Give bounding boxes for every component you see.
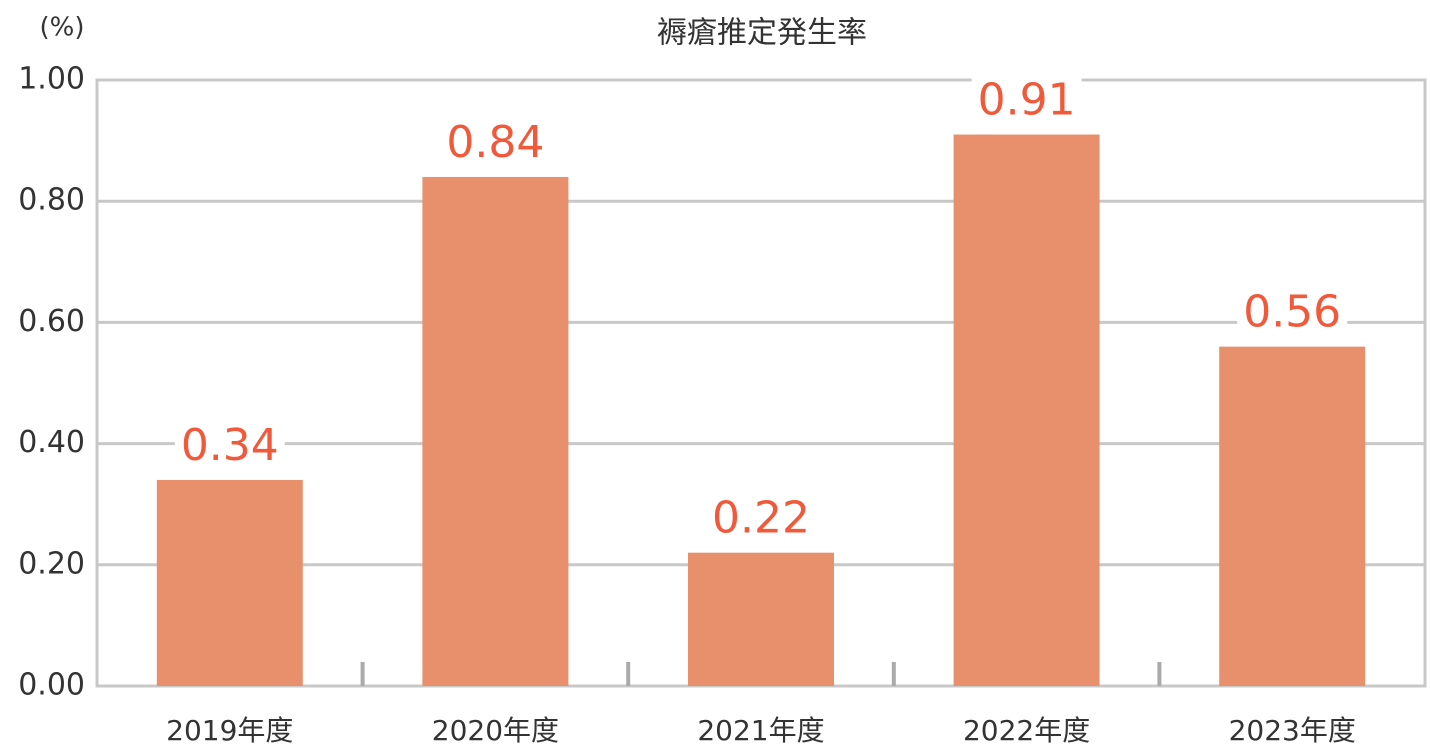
x-tick-label: 2019年度 [166,714,293,747]
y-axis-unit: (%) [40,13,85,43]
value-label-bg [440,118,551,169]
y-tick-label: 0.00 [18,668,85,703]
value-label-bg [1237,288,1348,339]
bar [156,479,303,686]
x-tick-label: 2021年度 [697,714,824,747]
bar [688,552,834,686]
x-tick-label: 2020年度 [432,714,559,747]
y-tick-label: 0.60 [18,304,85,339]
y-tick-label: 1.00 [18,62,85,97]
bar [422,176,569,686]
value-label: 0.84 [446,117,544,168]
value-label-bg [706,494,816,545]
x-tick-label: 2023年度 [1229,714,1356,747]
value-label: 0.91 [978,75,1076,126]
value-label: 0.34 [181,420,279,471]
value-label: 0.56 [1243,287,1341,338]
value-label-bg [971,76,1082,127]
value-label-bg [174,421,285,472]
chart-title: 褥瘡推定発生率 [657,16,867,51]
y-tick-label: 0.40 [18,425,85,460]
bar [1219,346,1366,686]
x-tick-label: 2022年度 [963,714,1090,747]
bar [953,134,1100,687]
value-label: 0.22 [712,493,810,544]
y-tick-label: 0.80 [18,183,85,218]
y-tick-label: 0.20 [18,546,85,581]
